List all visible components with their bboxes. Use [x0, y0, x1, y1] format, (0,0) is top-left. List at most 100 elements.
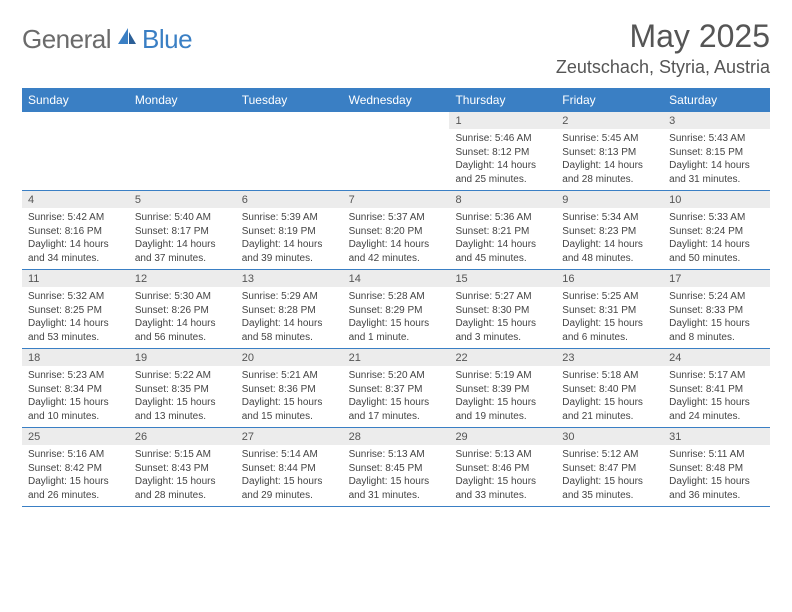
day-info: Sunrise: 5:45 AMSunset: 8:13 PMDaylight:… — [556, 129, 663, 190]
day-info: Sunrise: 5:15 AMSunset: 8:43 PMDaylight:… — [129, 445, 236, 506]
day-number: 20 — [236, 349, 343, 366]
sunrise-text: Sunrise: 5:42 AM — [28, 211, 123, 225]
sunset-text: Sunset: 8:28 PM — [242, 304, 337, 318]
sunset-text: Sunset: 8:26 PM — [135, 304, 230, 318]
day-info: Sunrise: 5:46 AMSunset: 8:12 PMDaylight:… — [449, 129, 556, 190]
calendar-cell — [129, 112, 236, 191]
daylight-text: Daylight: 14 hours and 50 minutes. — [669, 238, 764, 265]
day-info: Sunrise: 5:33 AMSunset: 8:24 PMDaylight:… — [663, 208, 770, 269]
calendar-cell: 27Sunrise: 5:14 AMSunset: 8:44 PMDayligh… — [236, 428, 343, 507]
sunrise-text: Sunrise: 5:21 AM — [242, 369, 337, 383]
sunset-text: Sunset: 8:47 PM — [562, 462, 657, 476]
calendar-cell: 29Sunrise: 5:13 AMSunset: 8:46 PMDayligh… — [449, 428, 556, 507]
day-number: 31 — [663, 428, 770, 445]
day-info: Sunrise: 5:19 AMSunset: 8:39 PMDaylight:… — [449, 366, 556, 427]
sunrise-text: Sunrise: 5:39 AM — [242, 211, 337, 225]
sunrise-text: Sunrise: 5:17 AM — [669, 369, 764, 383]
calendar-cell: 30Sunrise: 5:12 AMSunset: 8:47 PMDayligh… — [556, 428, 663, 507]
day-info: Sunrise: 5:43 AMSunset: 8:15 PMDaylight:… — [663, 129, 770, 190]
daylight-text: Daylight: 14 hours and 42 minutes. — [349, 238, 444, 265]
day-info: Sunrise: 5:39 AMSunset: 8:19 PMDaylight:… — [236, 208, 343, 269]
day-info: Sunrise: 5:27 AMSunset: 8:30 PMDaylight:… — [449, 287, 556, 348]
daylight-text: Daylight: 15 hours and 28 minutes. — [135, 475, 230, 502]
sunrise-text: Sunrise: 5:14 AM — [242, 448, 337, 462]
day-number: 22 — [449, 349, 556, 366]
calendar-cell: 16Sunrise: 5:25 AMSunset: 8:31 PMDayligh… — [556, 270, 663, 349]
title-block: May 2025 Zeutschach, Styria, Austria — [556, 18, 770, 78]
day-number: 12 — [129, 270, 236, 287]
location-text: Zeutschach, Styria, Austria — [556, 57, 770, 78]
sunrise-text: Sunrise: 5:19 AM — [455, 369, 550, 383]
day-number — [236, 112, 343, 117]
sunrise-text: Sunrise: 5:20 AM — [349, 369, 444, 383]
sunrise-text: Sunrise: 5:15 AM — [135, 448, 230, 462]
sunrise-text: Sunrise: 5:23 AM — [28, 369, 123, 383]
daylight-text: Daylight: 15 hours and 24 minutes. — [669, 396, 764, 423]
daylight-text: Daylight: 14 hours and 48 minutes. — [562, 238, 657, 265]
calendar-cell: 4Sunrise: 5:42 AMSunset: 8:16 PMDaylight… — [22, 191, 129, 270]
day-header-friday: Friday — [556, 88, 663, 112]
day-header-tuesday: Tuesday — [236, 88, 343, 112]
sunrise-text: Sunrise: 5:30 AM — [135, 290, 230, 304]
sunset-text: Sunset: 8:31 PM — [562, 304, 657, 318]
day-number: 1 — [449, 112, 556, 129]
logo: General Blue — [22, 24, 192, 55]
sunset-text: Sunset: 8:17 PM — [135, 225, 230, 239]
sunset-text: Sunset: 8:46 PM — [455, 462, 550, 476]
sunset-text: Sunset: 8:29 PM — [349, 304, 444, 318]
day-info: Sunrise: 5:13 AMSunset: 8:45 PMDaylight:… — [343, 445, 450, 506]
calendar-cell — [22, 112, 129, 191]
daylight-text: Daylight: 15 hours and 6 minutes. — [562, 317, 657, 344]
day-number: 23 — [556, 349, 663, 366]
daylight-text: Daylight: 14 hours and 28 minutes. — [562, 159, 657, 186]
day-info: Sunrise: 5:13 AMSunset: 8:46 PMDaylight:… — [449, 445, 556, 506]
sunset-text: Sunset: 8:13 PM — [562, 146, 657, 160]
sunrise-text: Sunrise: 5:34 AM — [562, 211, 657, 225]
calendar-cell: 23Sunrise: 5:18 AMSunset: 8:40 PMDayligh… — [556, 349, 663, 428]
sunrise-text: Sunrise: 5:37 AM — [349, 211, 444, 225]
calendar-cell: 15Sunrise: 5:27 AMSunset: 8:30 PMDayligh… — [449, 270, 556, 349]
day-info: Sunrise: 5:37 AMSunset: 8:20 PMDaylight:… — [343, 208, 450, 269]
day-info: Sunrise: 5:22 AMSunset: 8:35 PMDaylight:… — [129, 366, 236, 427]
daylight-text: Daylight: 15 hours and 13 minutes. — [135, 396, 230, 423]
sunset-text: Sunset: 8:24 PM — [669, 225, 764, 239]
day-number: 16 — [556, 270, 663, 287]
day-info: Sunrise: 5:29 AMSunset: 8:28 PMDaylight:… — [236, 287, 343, 348]
calendar-cell: 6Sunrise: 5:39 AMSunset: 8:19 PMDaylight… — [236, 191, 343, 270]
calendar-cell — [343, 112, 450, 191]
daylight-text: Daylight: 14 hours and 45 minutes. — [455, 238, 550, 265]
week-row: 11Sunrise: 5:32 AMSunset: 8:25 PMDayligh… — [22, 270, 770, 349]
day-number: 15 — [449, 270, 556, 287]
daylight-text: Daylight: 15 hours and 29 minutes. — [242, 475, 337, 502]
daylight-text: Daylight: 15 hours and 31 minutes. — [349, 475, 444, 502]
day-number: 17 — [663, 270, 770, 287]
sunrise-text: Sunrise: 5:29 AM — [242, 290, 337, 304]
week-row: 25Sunrise: 5:16 AMSunset: 8:42 PMDayligh… — [22, 428, 770, 507]
daylight-text: Daylight: 15 hours and 3 minutes. — [455, 317, 550, 344]
sunrise-text: Sunrise: 5:22 AM — [135, 369, 230, 383]
day-header-sunday: Sunday — [22, 88, 129, 112]
day-info: Sunrise: 5:32 AMSunset: 8:25 PMDaylight:… — [22, 287, 129, 348]
sunset-text: Sunset: 8:34 PM — [28, 383, 123, 397]
day-number: 3 — [663, 112, 770, 129]
sunrise-text: Sunrise: 5:13 AM — [455, 448, 550, 462]
sunset-text: Sunset: 8:19 PM — [242, 225, 337, 239]
calendar-cell: 31Sunrise: 5:11 AMSunset: 8:48 PMDayligh… — [663, 428, 770, 507]
calendar-cell: 7Sunrise: 5:37 AMSunset: 8:20 PMDaylight… — [343, 191, 450, 270]
logo-sail-icon — [116, 26, 138, 53]
calendar-cell: 28Sunrise: 5:13 AMSunset: 8:45 PMDayligh… — [343, 428, 450, 507]
daylight-text: Daylight: 14 hours and 39 minutes. — [242, 238, 337, 265]
day-number: 6 — [236, 191, 343, 208]
calendar-cell: 3Sunrise: 5:43 AMSunset: 8:15 PMDaylight… — [663, 112, 770, 191]
calendar-cell: 18Sunrise: 5:23 AMSunset: 8:34 PMDayligh… — [22, 349, 129, 428]
calendar-cell: 10Sunrise: 5:33 AMSunset: 8:24 PMDayligh… — [663, 191, 770, 270]
sunset-text: Sunset: 8:44 PM — [242, 462, 337, 476]
day-info: Sunrise: 5:14 AMSunset: 8:44 PMDaylight:… — [236, 445, 343, 506]
daylight-text: Daylight: 14 hours and 34 minutes. — [28, 238, 123, 265]
day-number: 9 — [556, 191, 663, 208]
sunrise-text: Sunrise: 5:16 AM — [28, 448, 123, 462]
day-info: Sunrise: 5:25 AMSunset: 8:31 PMDaylight:… — [556, 287, 663, 348]
sunrise-text: Sunrise: 5:36 AM — [455, 211, 550, 225]
sunrise-text: Sunrise: 5:25 AM — [562, 290, 657, 304]
sunset-text: Sunset: 8:41 PM — [669, 383, 764, 397]
